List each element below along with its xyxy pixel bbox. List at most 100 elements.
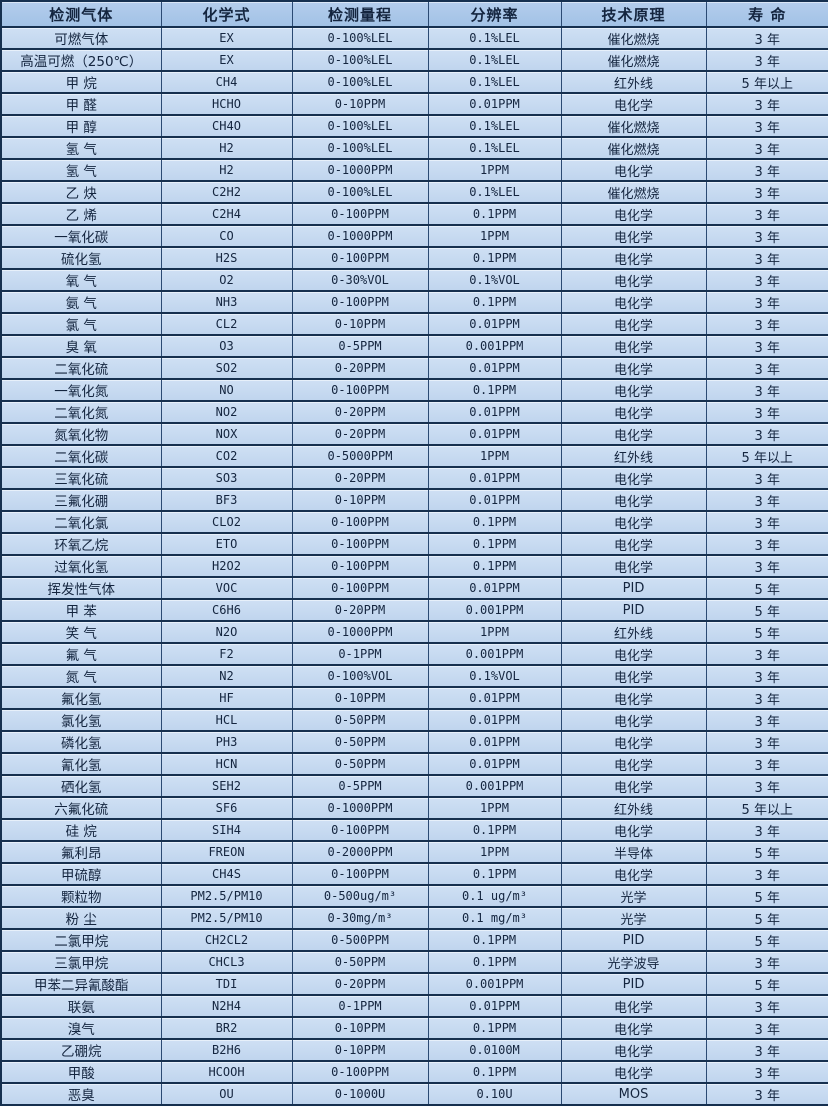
cell-lifespan: 3 年 — [705, 752, 828, 776]
cell-range: 0-20PPM — [291, 598, 429, 622]
cell-lifespan: 3 年 — [705, 532, 828, 556]
cell-lifespan: 3 年 — [705, 246, 828, 270]
cell-resolution: 0.001PPM — [427, 642, 562, 666]
cell-lifespan: 3 年 — [705, 862, 828, 886]
cell-formula: H2S — [160, 246, 293, 270]
cell-range: 0-20PPM — [291, 422, 429, 446]
cell-lifespan: 3 年 — [705, 730, 828, 754]
cell-principle: 电化学 — [560, 1016, 707, 1040]
table-row: 甲酸 HCOOH 0-100PPM 0.1PPM 电化学 3 年 — [0, 1060, 828, 1084]
cell-principle: 红外线 — [560, 620, 707, 644]
cell-formula: H2O2 — [160, 554, 293, 578]
cell-resolution: 0.1%LEL — [427, 114, 562, 138]
header-row: 检测气体 化学式 检测量程 分辨率 技术原理 寿 命 — [0, 0, 828, 28]
cell-range: 0-500ug/m³ — [291, 884, 429, 908]
cell-resolution: 0.1PPM — [427, 246, 562, 270]
cell-principle: 电化学 — [560, 664, 707, 688]
cell-range: 0-1000PPM — [291, 796, 429, 820]
cell-formula: CH4O — [160, 114, 293, 138]
cell-formula: CH4 — [160, 70, 293, 94]
table-row: 乙硼烷 B2H6 0-10PPM 0.0100M 电化学 3 年 — [0, 1038, 828, 1062]
table-row: 一氧化碳 CO 0-1000PPM 1PPM 电化学 3 年 — [0, 224, 828, 248]
cell-lifespan: 3 年 — [705, 202, 828, 226]
cell-lifespan: 5 年 — [705, 620, 828, 644]
table-row: 一氧化氮 NO 0-100PPM 0.1PPM 电化学 3 年 — [0, 378, 828, 402]
cell-gas: 乙硼烷 — [0, 1038, 162, 1062]
cell-formula: VOC — [160, 576, 293, 600]
cell-resolution: 0.1PPM — [427, 532, 562, 556]
cell-resolution: 0.1PPM — [427, 202, 562, 226]
cell-formula: OU — [160, 1082, 293, 1106]
cell-gas: 氢 气 — [0, 158, 162, 182]
cell-principle: 电化学 — [560, 554, 707, 578]
cell-resolution: 1PPM — [427, 620, 562, 644]
cell-gas: 联氨 — [0, 994, 162, 1018]
table-row: 可燃气体 EX 0-100%LEL 0.1%LEL 催化燃烧 3 年 — [0, 26, 828, 50]
table-row: 二氧化硫 SO2 0-20PPM 0.01PPM 电化学 3 年 — [0, 356, 828, 380]
cell-resolution: 0.1PPM — [427, 290, 562, 314]
cell-gas: 三氧化硫 — [0, 466, 162, 490]
cell-principle: 电化学 — [560, 730, 707, 754]
cell-formula: N2H4 — [160, 994, 293, 1018]
cell-formula: HCL — [160, 708, 293, 732]
cell-lifespan: 3 年 — [705, 334, 828, 358]
cell-lifespan: 3 年 — [705, 686, 828, 710]
cell-principle: 电化学 — [560, 378, 707, 402]
cell-principle: 电化学 — [560, 92, 707, 116]
cell-gas: 六氟化硫 — [0, 796, 162, 820]
cell-lifespan: 3 年 — [705, 48, 828, 72]
cell-range: 0-30%VOL — [291, 268, 429, 292]
table-row: 硫化氢 H2S 0-100PPM 0.1PPM 电化学 3 年 — [0, 246, 828, 270]
cell-formula: C2H4 — [160, 202, 293, 226]
cell-resolution: 0.1 mg/m³ — [427, 906, 562, 930]
cell-gas: 臭 氧 — [0, 334, 162, 358]
cell-range: 0-50PPM — [291, 752, 429, 776]
cell-formula: F2 — [160, 642, 293, 666]
cell-lifespan: 5 年 — [705, 906, 828, 930]
cell-range: 0-1000PPM — [291, 224, 429, 248]
cell-formula: N2 — [160, 664, 293, 688]
cell-principle: 电化学 — [560, 312, 707, 336]
cell-gas: 氮氧化物 — [0, 422, 162, 446]
cell-resolution: 0.01PPM — [427, 422, 562, 446]
cell-resolution: 0.001PPM — [427, 598, 562, 622]
cell-range: 0-20PPM — [291, 400, 429, 424]
cell-range: 0-50PPM — [291, 730, 429, 754]
cell-gas: 粉 尘 — [0, 906, 162, 930]
cell-lifespan: 3 年 — [705, 708, 828, 732]
table-row: 氧 气 O2 0-30%VOL 0.1%VOL 电化学 3 年 — [0, 268, 828, 292]
cell-resolution: 0.1PPM — [427, 862, 562, 886]
cell-lifespan: 3 年 — [705, 400, 828, 424]
cell-formula: PM2.5/PM10 — [160, 906, 293, 930]
cell-formula: HCN — [160, 752, 293, 776]
table-row: 三氯甲烷 CHCL3 0-50PPM 0.1PPM 光学波导 3 年 — [0, 950, 828, 974]
cell-gas: 二氧化硫 — [0, 356, 162, 380]
cell-resolution: 0.01PPM — [427, 752, 562, 776]
table-row: 过氧化氢 H2O2 0-100PPM 0.1PPM 电化学 3 年 — [0, 554, 828, 578]
cell-principle: 电化学 — [560, 994, 707, 1018]
cell-formula: H2 — [160, 158, 293, 182]
cell-range: 0-100%VOL — [291, 664, 429, 688]
cell-gas: 氟化氢 — [0, 686, 162, 710]
table-row: 氟 气 F2 0-1PPM 0.001PPM 电化学 3 年 — [0, 642, 828, 666]
cell-principle: 电化学 — [560, 510, 707, 534]
table-row: 颗粒物 PM2.5/PM10 0-500ug/m³ 0.1 ug/m³ 光学 5 年 — [0, 884, 828, 908]
cell-principle: 催化燃烧 — [560, 180, 707, 204]
cell-principle: 电化学 — [560, 466, 707, 490]
column-header-range: 检测量程 — [291, 0, 429, 28]
cell-lifespan: 3 年 — [705, 994, 828, 1018]
cell-resolution: 0.1PPM — [427, 818, 562, 842]
cell-lifespan: 3 年 — [705, 290, 828, 314]
cell-principle: 电化学 — [560, 246, 707, 270]
cell-lifespan: 3 年 — [705, 664, 828, 688]
cell-gas: 氰化氢 — [0, 752, 162, 776]
cell-formula: B2H6 — [160, 1038, 293, 1062]
cell-range: 0-20PPM — [291, 972, 429, 996]
cell-range: 0-100%LEL — [291, 70, 429, 94]
cell-principle: 电化学 — [560, 400, 707, 424]
cell-lifespan: 5 年 — [705, 840, 828, 864]
cell-lifespan: 5 年以上 — [705, 444, 828, 468]
cell-resolution: 0.001PPM — [427, 774, 562, 798]
cell-gas: 氨 气 — [0, 290, 162, 314]
cell-range: 0-10PPM — [291, 686, 429, 710]
